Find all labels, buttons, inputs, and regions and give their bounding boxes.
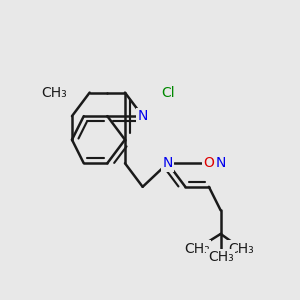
Text: CH₃: CH₃ <box>228 242 254 256</box>
Text: N: N <box>163 156 173 170</box>
Text: N: N <box>215 156 226 170</box>
Text: CH₃: CH₃ <box>208 250 233 265</box>
Text: CH₃: CH₃ <box>41 85 67 100</box>
Text: O: O <box>203 156 214 170</box>
Text: N: N <box>137 109 148 123</box>
Text: Cl: Cl <box>161 85 175 100</box>
Text: CH₃: CH₃ <box>184 242 210 256</box>
